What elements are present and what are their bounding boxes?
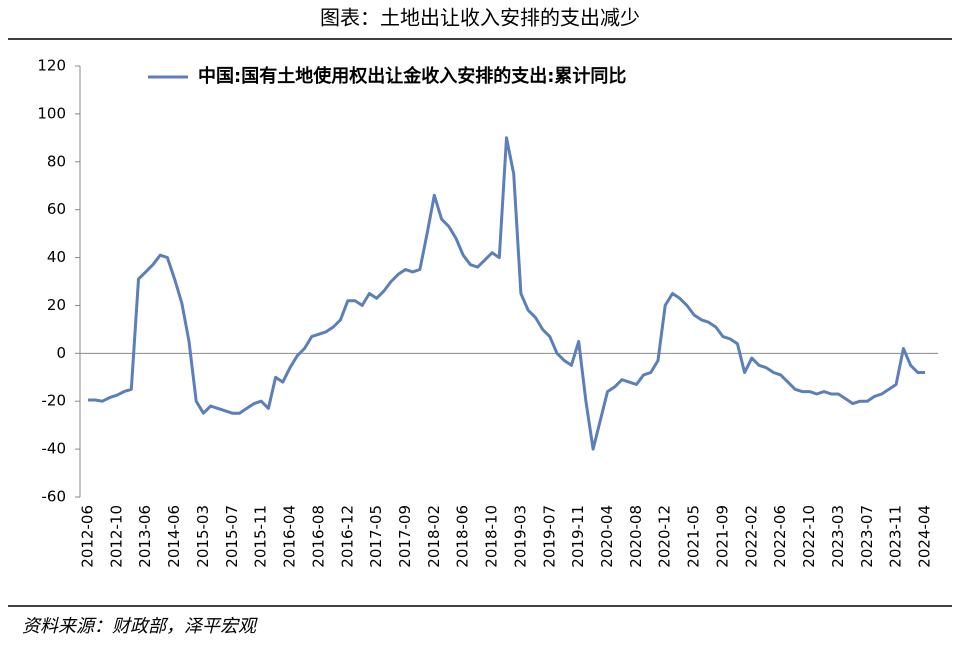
y-tick-label: -40 — [42, 440, 67, 458]
x-tick-label: 2016-12 — [338, 505, 356, 568]
series-line — [88, 136, 925, 451]
x-tick-label: 2023-11 — [887, 505, 905, 568]
x-tick-label: 2015-11 — [252, 505, 270, 568]
x-tick-label: 2021-05 — [685, 505, 703, 568]
x-tick-label: 2020-08 — [627, 505, 645, 568]
x-tick-label: 2018-06 — [454, 505, 472, 568]
legend-label: 中国:国有土地使用权出让金收入安排的支出:累计同比 — [198, 65, 626, 87]
x-tick-label: 2015-07 — [223, 505, 241, 568]
x-tick-label: 2019-07 — [540, 505, 558, 568]
x-tick-label: 2018-02 — [425, 505, 443, 568]
x-tick-label: 2012-06 — [79, 505, 97, 568]
x-tick-label: 2020-12 — [656, 505, 674, 568]
x-tick-label: 2023-03 — [829, 505, 847, 568]
x-tick-label: 2021-09 — [713, 505, 731, 568]
y-tick-label: 120 — [37, 57, 66, 75]
x-tick-label: 2023-07 — [858, 505, 876, 568]
x-tick-label: 2016-08 — [309, 505, 327, 568]
x-tick-label: 2020-04 — [598, 505, 616, 568]
x-tick-label: 2019-11 — [569, 505, 587, 568]
source: 资料来源：财政部，泽平宏观 — [22, 616, 258, 637]
x-tick-label: 2018-10 — [483, 505, 501, 568]
x-tick-label: 2022-06 — [771, 505, 789, 568]
x-tick-label: 2015-03 — [194, 505, 212, 568]
y-tick-label: 80 — [47, 152, 66, 170]
y-tick-label: 0 — [56, 344, 66, 362]
y-tick-label: 100 — [37, 104, 66, 122]
y-tick-label: 40 — [47, 248, 66, 266]
x-tick-label: 2014-06 — [165, 505, 183, 568]
x-tick-label: 2022-02 — [742, 505, 760, 568]
y-tick-label: -60 — [42, 488, 67, 506]
y-tick-label: 60 — [47, 200, 66, 218]
x-tick-label: 2017-05 — [367, 505, 385, 568]
x-tick-label: 2022-10 — [800, 505, 818, 568]
x-tick-label: 2017-09 — [396, 505, 414, 568]
y-tick-label: 20 — [47, 296, 66, 314]
x-tick-label: 2019-03 — [511, 505, 529, 568]
chart-title: 图表：土地出让收入安排的支出减少 — [320, 6, 640, 30]
x-tick-label: 2012-10 — [107, 505, 125, 568]
x-tick-label: 2016-04 — [281, 505, 299, 568]
x-tick-label: 2013-06 — [136, 505, 154, 568]
x-tick-label: 2024-04 — [916, 505, 934, 568]
y-tick-label: -20 — [42, 392, 67, 410]
